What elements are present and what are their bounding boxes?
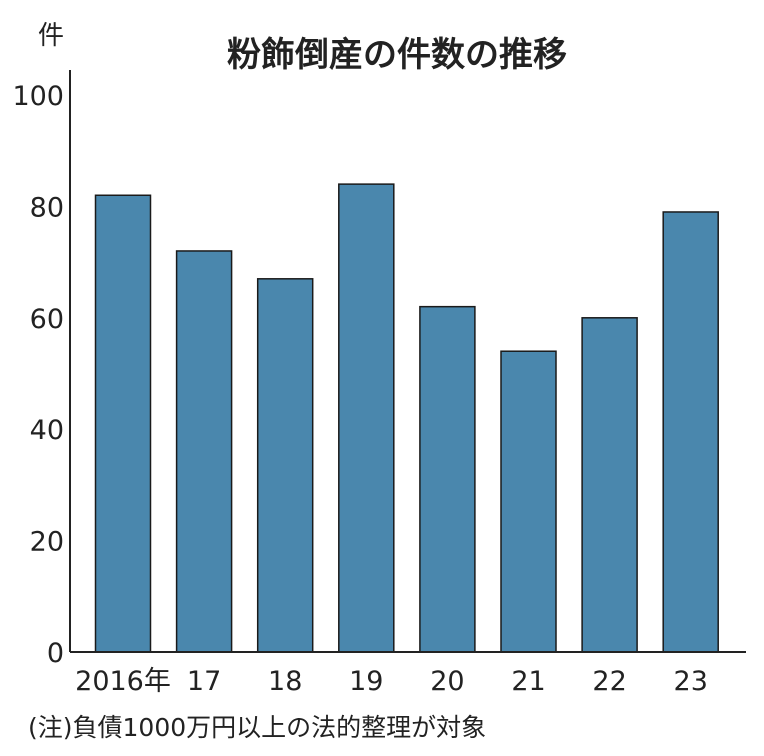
x-tick-label: 23 — [674, 666, 708, 697]
bar-23 — [662, 211, 719, 653]
x-tick-label: 19 — [349, 666, 383, 697]
y-axis-unit-label: 件 — [38, 21, 64, 51]
y-tick-label: 20 — [30, 527, 64, 558]
x-axis-ticks: 2016年 17 18 19 20 21 22 23 — [75, 666, 708, 697]
x-tick-label: 17 — [187, 666, 221, 697]
y-tick-label: 80 — [30, 192, 64, 223]
y-tick-label: 0 — [47, 638, 64, 669]
x-tick-label: 18 — [268, 666, 302, 697]
y-tick-label: 100 — [12, 81, 64, 112]
bar-2016年 — [94, 194, 152, 653]
bar-17 — [175, 250, 233, 653]
x-tick-label: 20 — [430, 666, 464, 697]
bar-21 — [500, 350, 557, 653]
bar-22 — [581, 317, 638, 653]
footnote: (注)負債1000万円以上の法的整理が対象 — [28, 713, 486, 742]
x-tick-label: 21 — [511, 666, 545, 697]
bar-18 — [256, 278, 314, 653]
y-tick-label: 60 — [30, 304, 64, 335]
bar-19 — [338, 183, 395, 653]
x-tick-label: 2016年 — [75, 666, 171, 697]
chart-title: 粉飾倒産の件数の推移 — [227, 35, 567, 75]
bar-20 — [419, 305, 476, 653]
x-tick-label: 22 — [592, 666, 626, 697]
y-axis-ticks: 0 20 40 60 80 100 — [12, 81, 64, 669]
bars — [94, 183, 719, 653]
y-tick-label: 40 — [30, 415, 64, 446]
